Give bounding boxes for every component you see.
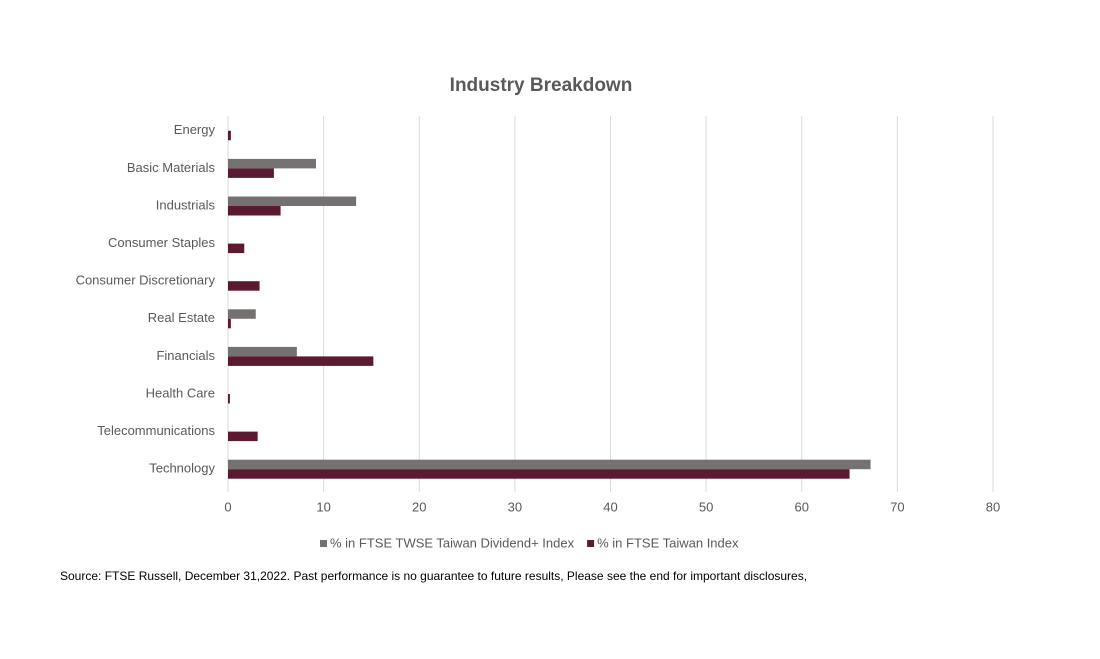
legend-label: % in FTSE TWSE Taiwan Dividend+ Index	[330, 535, 575, 550]
legend-swatch	[587, 540, 595, 547]
y-tick-label: Industrials	[156, 197, 216, 212]
bar	[228, 243, 245, 254]
bar	[228, 168, 274, 178]
y-tick-label: Health Care	[146, 385, 215, 400]
bar	[228, 196, 357, 206]
bar	[228, 309, 256, 319]
bar	[228, 459, 871, 470]
x-tick-label: 80	[986, 499, 1000, 514]
legend-label: % in FTSE Taiwan Index	[597, 535, 739, 550]
y-tick-label: Financials	[156, 348, 215, 363]
y-tick-label: Consumer Staples	[108, 235, 215, 250]
x-tick-label: 10	[316, 499, 330, 514]
bar	[228, 356, 374, 366]
bar	[228, 469, 850, 479]
bar	[228, 346, 297, 357]
y-tick-label: Basic Materials	[127, 160, 216, 175]
bar	[228, 394, 230, 404]
x-tick-label: 40	[603, 499, 617, 514]
bar	[228, 318, 231, 329]
y-tick-label: Real Estate	[148, 310, 215, 325]
x-tick-label: 0	[224, 499, 231, 514]
source-note: Source: FTSE Russell, December 31,2022. …	[60, 569, 807, 583]
y-tick-label: Energy	[174, 122, 216, 137]
y-tick-label: Technology	[149, 461, 215, 476]
y-tick-label: Telecommunications	[97, 423, 215, 438]
chart-title: Industry Breakdown	[450, 75, 633, 96]
bar	[228, 431, 258, 442]
x-tick-label: 60	[795, 499, 809, 514]
bar	[228, 130, 231, 141]
x-tick-label: 70	[890, 499, 904, 514]
bar	[228, 158, 316, 169]
bar	[228, 281, 260, 291]
legend-swatch	[320, 540, 327, 547]
x-tick-label: 30	[508, 499, 522, 514]
y-tick-label: Consumer Discretionary	[76, 273, 216, 288]
x-tick-label: 50	[699, 499, 713, 514]
bar	[228, 206, 281, 216]
x-tick-label: 20	[412, 499, 426, 514]
